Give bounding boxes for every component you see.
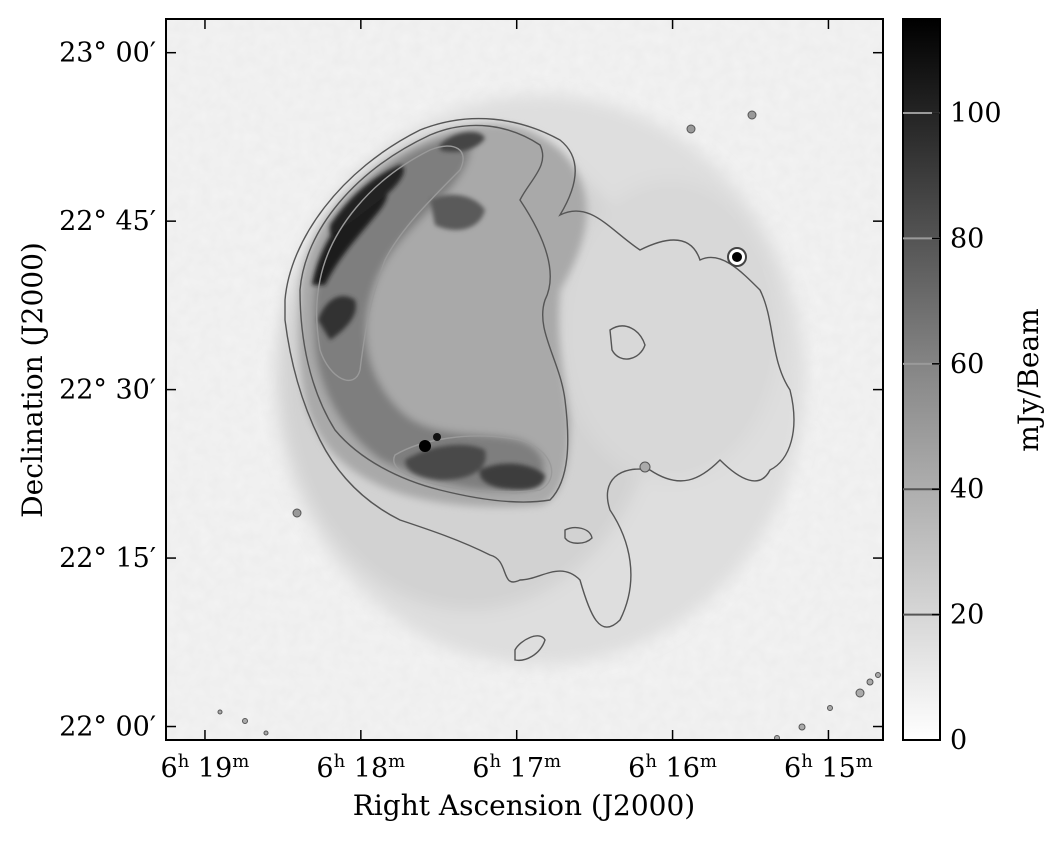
x-tick-label: 6h 15m <box>784 751 873 784</box>
contour-patch-sw <box>564 526 593 544</box>
image-panel <box>166 19 883 740</box>
contour-patch-south <box>514 635 546 662</box>
colorbar-tick-label: 20 <box>950 600 984 631</box>
point-source <box>732 252 742 262</box>
colorbar-tick-label: 60 <box>950 349 984 380</box>
point-source <box>686 124 696 134</box>
contour-level-mid <box>299 124 569 503</box>
point-source <box>419 440 431 452</box>
y-tick-label: 23° 00′ <box>59 38 156 69</box>
colorbar-tick-label: 0 <box>950 725 967 756</box>
x-axis-title: Right Ascension (J2000) <box>353 789 695 822</box>
point-source <box>292 508 302 518</box>
plot-frame <box>165 18 884 741</box>
colorbar-ticks: 0 20 40 60 80 100 <box>903 98 1002 756</box>
x-tick-label: 6h 18m <box>316 751 405 784</box>
y-tick-label: 22° 00′ <box>59 712 156 743</box>
contour-level-inner <box>315 145 464 382</box>
y-axis-ticks: 23° 00′ 22° 45′ 22° 30′ 22° 15′ 22° 00′ <box>59 38 883 743</box>
contours <box>284 117 795 662</box>
colorbar-tick-label: 80 <box>950 223 984 254</box>
noise-edge <box>217 672 881 740</box>
contour-level-filament <box>393 435 553 493</box>
x-axis-ticks: 6h 19m 6h 18m 6h 17m 6h 16m 6h 15m <box>161 19 873 784</box>
point-source <box>747 110 757 120</box>
y-tick-label: 22° 15′ <box>59 543 156 574</box>
colorbar-tick-label: 40 <box>950 474 984 505</box>
colorbar-tick-label: 100 <box>950 98 1002 129</box>
y-axis-title: Declination (J2000) <box>16 242 49 518</box>
colorbar: 0 20 40 60 80 100 mJy/Beam <box>902 18 1045 756</box>
colorbar-gradient <box>902 18 941 741</box>
bright-filaments <box>312 131 545 490</box>
y-tick-label: 22° 30′ <box>59 375 156 406</box>
x-tick-label: 6h 17m <box>472 751 561 784</box>
contour-level-outer <box>284 117 795 628</box>
colorbar-label: mJy/Beam <box>1012 308 1045 451</box>
x-tick-label: 6h 19m <box>161 751 250 784</box>
point-sources <box>292 110 757 518</box>
contour-patch-east <box>609 325 646 360</box>
point-source <box>433 433 441 441</box>
y-tick-label: 22° 45′ <box>59 206 156 237</box>
point-source <box>639 461 651 473</box>
x-tick-label: 6h 16m <box>628 751 717 784</box>
